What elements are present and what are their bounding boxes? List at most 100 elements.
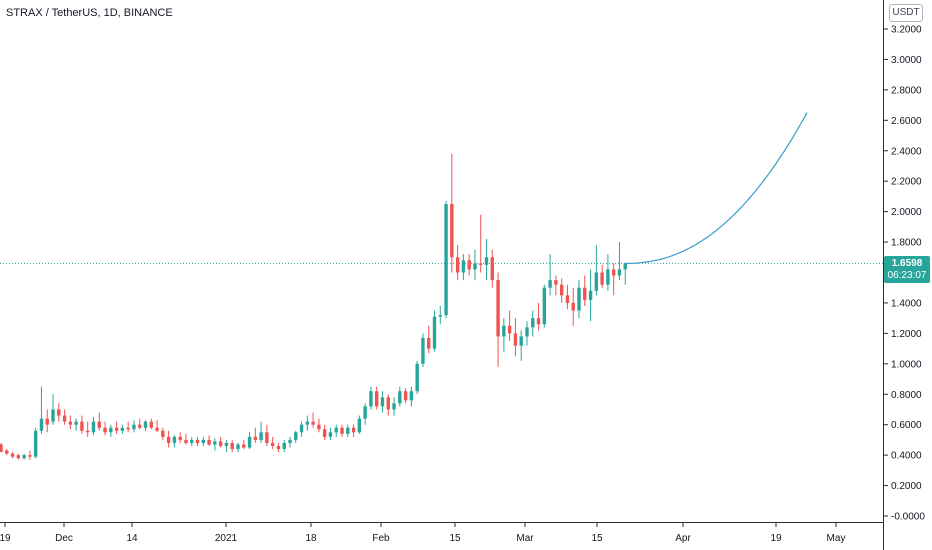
candle-body: [594, 272, 599, 291]
candle-body: [340, 427, 344, 434]
bar-countdown: 06:23:07: [887, 270, 927, 281]
candle-body: [109, 427, 113, 433]
candles: [0, 153, 627, 460]
time-tick-label: Feb: [372, 533, 390, 544]
candle-body: [421, 337, 425, 364]
candle-body: [103, 427, 107, 433]
price-tick-label: 0.2000: [891, 481, 922, 492]
time-tick-label: 15: [591, 533, 603, 544]
candle-body: [276, 445, 281, 450]
candle-body: [16, 455, 21, 459]
candle-body: [571, 302, 575, 311]
candle-body: [299, 424, 304, 433]
candle-body: [438, 315, 442, 317]
candle-body: [588, 290, 593, 300]
candle-body: [247, 436, 252, 448]
candle-body: [565, 295, 570, 303]
candle-body: [282, 442, 286, 450]
candle-body: [502, 325, 506, 337]
candle-body: [155, 427, 159, 431]
candle-body: [322, 429, 327, 437]
candle-body: [328, 432, 333, 437]
candle-body: [51, 409, 55, 422]
time-tick-label: Apr: [675, 533, 691, 544]
price-tick-label: 2.2000: [891, 177, 922, 188]
candle-body: [513, 333, 518, 346]
time-tick-label: 19: [0, 533, 11, 544]
candle-body: [617, 269, 622, 276]
candle-body: [554, 280, 558, 285]
candle-body: [288, 439, 292, 443]
candle-body: [536, 318, 541, 325]
candle-body: [270, 442, 275, 446]
candle-body: [259, 432, 263, 440]
candle-body: [577, 287, 581, 311]
candle-body: [138, 424, 142, 428]
candle-body: [317, 424, 321, 430]
candle-body: [473, 263, 477, 270]
candle-body: [531, 318, 535, 328]
candle-body: [224, 442, 229, 446]
candle-body: [62, 415, 67, 422]
candle-body: [461, 260, 466, 273]
candle-body: [415, 363, 419, 392]
candle-body: [311, 421, 315, 425]
candle-body: [114, 427, 119, 431]
candle-body: [265, 432, 269, 443]
projection-curve[interactable]: [625, 112, 808, 264]
candle-body: [351, 427, 356, 433]
candle-body: [120, 427, 125, 431]
time-tick-label: 14: [126, 533, 138, 544]
time-tick-label: 2021: [215, 533, 238, 544]
candle-body: [68, 421, 73, 425]
candle-body: [444, 204, 448, 316]
candle-body: [143, 421, 148, 428]
price-tick-label: 1.0000: [891, 359, 922, 370]
price-tick-label: 1.8000: [891, 238, 922, 249]
candle-body: [39, 418, 44, 431]
candle-body: [132, 424, 136, 430]
price-tick-label: 3.0000: [891, 55, 922, 66]
candle-body: [28, 455, 32, 457]
time-tick-label: 19: [770, 533, 782, 544]
candle-body: [166, 436, 171, 443]
candle-body: [0, 444, 3, 453]
candle-body: [386, 397, 390, 410]
time-axis[interactable]: 19 Dec 14 2021 18 Feb 15 Mar 15 Apr 19 May: [0, 523, 845, 544]
candle-body: [542, 287, 547, 325]
candle-body: [357, 418, 362, 433]
currency-badge[interactable]: USDT: [889, 4, 923, 22]
candle-body: [91, 421, 96, 433]
candle-body: [369, 391, 373, 407]
candle-body: [201, 439, 205, 443]
candle-body: [190, 439, 194, 443]
candle-body: [611, 269, 616, 276]
candle-body: [178, 436, 182, 440]
candle-body: [294, 432, 298, 440]
price-tick-label: 0.6000: [891, 420, 922, 431]
candle-body: [548, 280, 552, 288]
candle-body: [507, 325, 512, 334]
candle-body: [363, 406, 367, 419]
time-tick-label: Dec: [55, 533, 73, 544]
candle-body: [184, 439, 188, 443]
candle-body: [392, 403, 396, 410]
candle-body: [86, 430, 90, 433]
candle-body: [80, 421, 84, 431]
candle-body: [172, 436, 177, 443]
candle-body: [490, 257, 494, 281]
candle-body: [467, 260, 471, 270]
candle-body: [57, 409, 61, 416]
time-tick-label: 18: [305, 533, 317, 544]
candle-body: [230, 442, 234, 450]
candle-body: [600, 272, 604, 285]
candle-body: [432, 316, 437, 349]
price-tick-label: 2.6000: [891, 116, 922, 127]
candle-body: [126, 427, 130, 430]
candle-body: [5, 450, 9, 454]
candle-body: [496, 280, 500, 337]
candle-body: [583, 287, 587, 300]
symbol-title[interactable]: STRAX / TetherUS, 1D, BINANCE: [6, 7, 173, 19]
price-tick-label: 0.4000: [891, 451, 922, 462]
